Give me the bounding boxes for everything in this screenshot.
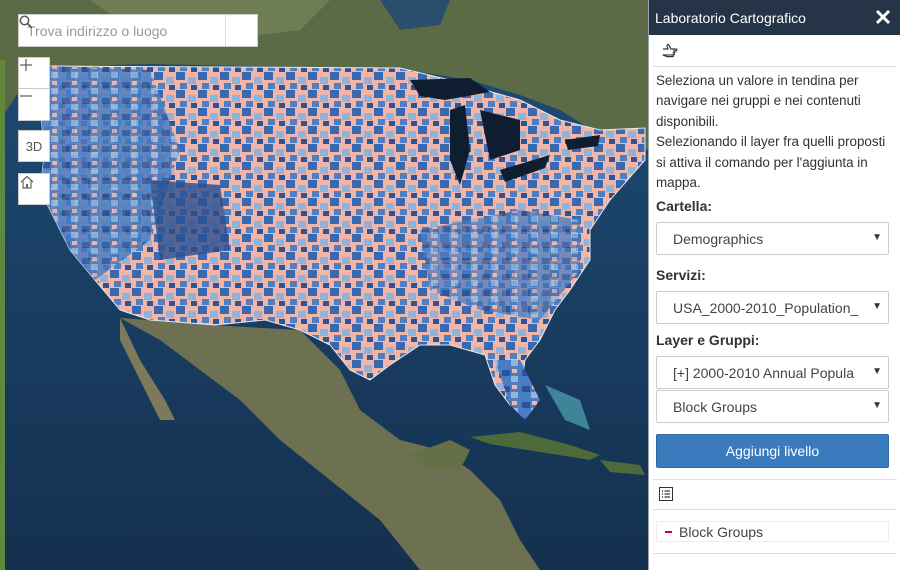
- panel-title: Laboratorio Cartografico: [655, 9, 806, 26]
- servizi-value: USA_2000-2010_Population_: [673, 299, 859, 316]
- dropdown-arrow-icon: ▼: [872, 232, 882, 243]
- map-view[interactable]: 3D: [0, 0, 648, 570]
- florida: [495, 360, 540, 420]
- minus-icon: [20, 95, 32, 97]
- cartella-select[interactable]: Demographics ▼: [656, 222, 889, 255]
- zoom-in-button[interactable]: [18, 57, 50, 89]
- cuba: [470, 432, 600, 460]
- search-box: [18, 14, 258, 47]
- pointing-hand-icon: [662, 43, 678, 57]
- layer-select[interactable]: [+] 2000-2010 Annual Popula ▼: [656, 356, 889, 389]
- lake-michigan: [450, 105, 470, 185]
- home-button[interactable]: [18, 173, 50, 205]
- lake-superior: [410, 78, 490, 100]
- list-icon: [659, 487, 673, 501]
- usa-southeast: [420, 210, 580, 320]
- mexico-land: [120, 318, 540, 570]
- hudson-bay: [380, 0, 450, 30]
- zoom-out-button[interactable]: [18, 89, 50, 121]
- lake-ontario: [565, 135, 600, 150]
- sublayer-select[interactable]: Block Groups ▼: [656, 390, 889, 423]
- close-icon[interactable]: [874, 8, 892, 26]
- search-input[interactable]: [19, 15, 225, 46]
- cartella-value: Demographics: [673, 230, 764, 247]
- usa-west-coast: [40, 66, 180, 280]
- lake-huron: [480, 110, 520, 160]
- remove-layer-button[interactable]: [657, 530, 679, 533]
- add-layer-button[interactable]: Aggiungi livello: [656, 434, 889, 468]
- layer-value: [+] 2000-2010 Annual Popula: [673, 364, 854, 381]
- divider: [653, 479, 897, 480]
- home-icon: [20, 175, 34, 189]
- baja-california: [120, 318, 175, 420]
- yucatan: [410, 440, 470, 470]
- plus-icon: [20, 59, 32, 71]
- servizi-label: Servizi:: [656, 267, 706, 283]
- layer-label: Layer e Gruppi:: [656, 332, 760, 348]
- list-item: Block Groups: [656, 521, 889, 542]
- hint-row: [653, 35, 896, 67]
- divider: [653, 509, 897, 510]
- search-button[interactable]: [19, 15, 257, 46]
- divider: [653, 553, 897, 554]
- map-canvas[interactable]: [0, 0, 648, 570]
- panel-header: Laboratorio Cartografico: [649, 0, 900, 35]
- cartella-label: Cartella:: [656, 198, 713, 214]
- list-header: [659, 487, 673, 506]
- lake-erie: [500, 155, 550, 182]
- bahamas-shallows: [545, 385, 590, 430]
- sublayer-value: Block Groups: [673, 398, 758, 415]
- intro-text: Seleziona un valore in tendina per navig…: [656, 73, 886, 191]
- cartographic-lab-panel: Laboratorio Cartografico Seleziona un va…: [648, 0, 900, 570]
- servizi-select[interactable]: USA_2000-2010_Population_ ▼: [656, 291, 889, 324]
- hispaniola: [600, 460, 645, 475]
- nevada-utah: [150, 180, 230, 260]
- map-edge: [0, 60, 5, 570]
- search-icon: [19, 15, 33, 29]
- dropdown-arrow-icon: ▼: [872, 301, 882, 312]
- toggle-3d-button[interactable]: 3D: [18, 130, 50, 162]
- list-item-label: Block Groups: [679, 523, 764, 540]
- minus-icon: [664, 530, 672, 533]
- dropdown-arrow-icon: ▼: [872, 400, 882, 411]
- dropdown-arrow-icon: ▼: [872, 366, 882, 377]
